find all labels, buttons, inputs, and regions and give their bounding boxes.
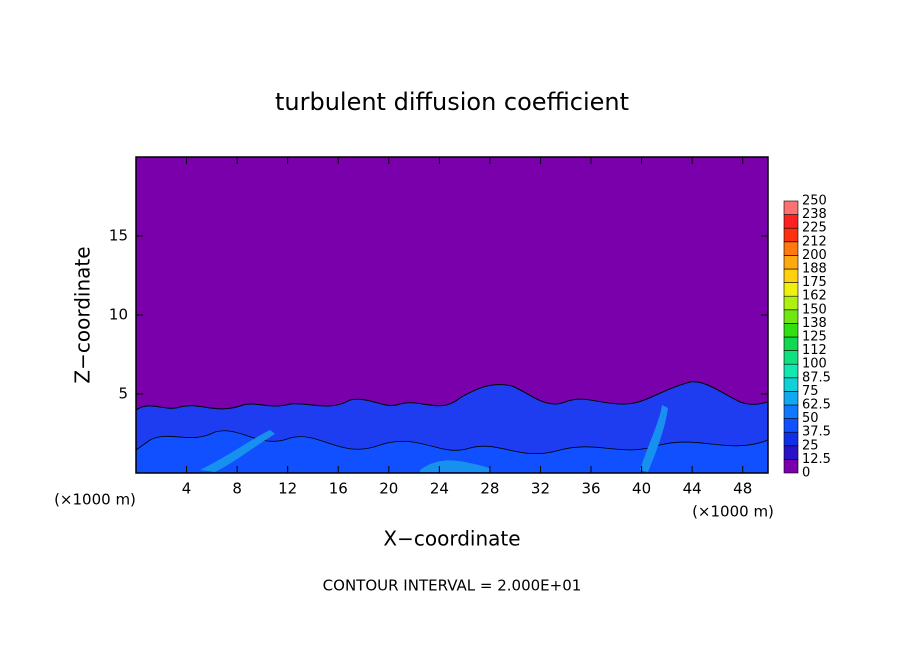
colorbar-swatch [783,350,799,365]
colorbar-swatch [783,214,799,229]
colorbar-label: 62.5 [802,398,831,413]
colorbar-label: 238 [802,207,827,222]
colorbar-label: 25 [802,438,819,453]
colorbar-label: 100 [802,357,827,372]
field-layer [135,381,769,474]
x-unit-left: (×1000 m) [54,491,136,509]
chart-title: turbulent diffusion coefficient [275,88,629,116]
x-tick-label: 8 [232,480,242,498]
colorbar-swatch [783,227,799,243]
colorbar-swatch [783,241,799,256]
y-tick-label: 15 [109,227,128,245]
x-unit-right: (×1000 m) [692,503,774,521]
colorbar-swatch [783,309,799,324]
colorbar-swatch [783,418,799,433]
y-axis-label: Z−coordinate [71,246,95,383]
colorbar-label: 225 [802,221,827,236]
colorbar-swatch [783,459,799,474]
colorbar-swatch [783,200,799,215]
colorbar-swatch [783,323,799,338]
colorbar-label: 75 [802,384,819,399]
colorbar-label: 162 [802,289,827,304]
x-axis-label: X−coordinate [383,527,520,551]
x-tick-label: 4 [182,480,192,498]
colorbar-label: 12.5 [802,452,831,467]
x-tick-label: 20 [379,480,398,498]
colorbar-label: 188 [802,262,827,277]
x-tick-label: 12 [278,480,297,498]
x-tick-label: 32 [531,480,550,498]
x-tick-label: 44 [683,480,702,498]
colorbar-label: 112 [802,343,827,358]
colorbar-swatch [783,431,799,447]
colorbar-label: 125 [802,330,827,345]
x-tick-label: 40 [632,480,651,498]
colorbar-label: 212 [802,234,827,249]
colorbar-label: 50 [802,411,819,426]
colorbar-label: 37.5 [802,425,831,440]
colorbar-label: 87.5 [802,370,831,385]
colorbar-label: 250 [802,194,827,209]
colorbar-swatch [783,282,799,297]
colorbar-swatch [783,363,799,379]
colorbar-label: 175 [802,275,827,290]
colorbar-swatch [783,336,799,351]
colorbar-swatch [783,445,799,460]
boundary-detail [135,430,769,474]
colorbar-label: 200 [802,248,827,263]
x-tick-label: 24 [430,480,449,498]
contour-note: CONTOUR INTERVAL = 2.000E+01 [323,577,582,595]
colorbar-swatch [783,268,799,283]
x-tick-label: 28 [480,480,499,498]
x-tick-label: 36 [581,480,600,498]
colorbar-swatch [783,404,799,419]
x-tick-label: 16 [329,480,348,498]
y-tick-label: 5 [118,385,128,403]
colorbar-label: 0 [802,466,810,481]
colorbar-swatch [783,295,799,311]
colorbar-label: 150 [802,302,827,317]
colorbar-label: 138 [802,316,827,331]
colorbar-swatch [783,255,799,270]
colorbar: 012.52537.55062.57587.510011212513815016… [783,194,831,481]
colorbar-swatch [783,377,799,392]
colorbar-swatch [783,391,799,406]
y-tick-label: 10 [109,306,128,324]
x-tick-label: 48 [733,480,752,498]
